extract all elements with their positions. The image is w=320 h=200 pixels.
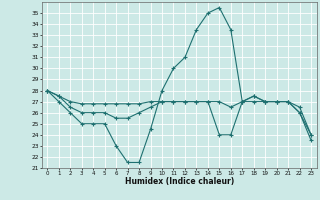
X-axis label: Humidex (Indice chaleur): Humidex (Indice chaleur) bbox=[124, 177, 234, 186]
